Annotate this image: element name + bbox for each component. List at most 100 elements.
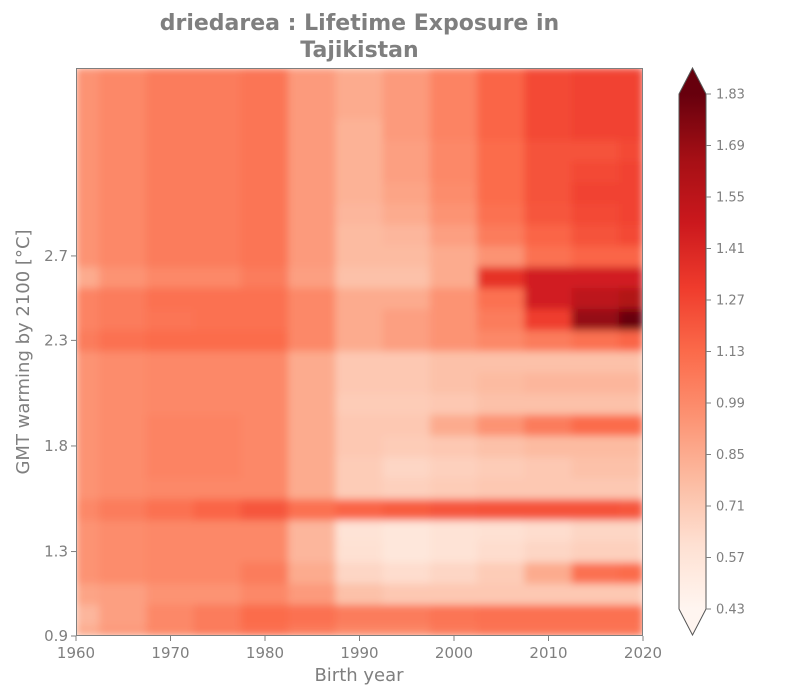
heatmap-cell: [382, 139, 431, 162]
heatmap-cell: [429, 498, 479, 521]
heatmap-cell: [524, 223, 573, 246]
heatmap-cell: [382, 434, 431, 458]
heatmap-cell: [477, 456, 526, 479]
heatmap-cell: [382, 413, 431, 436]
heatmap-cell: [335, 97, 384, 120]
heatmap-cell: [193, 603, 242, 626]
heatmap-cell: [382, 498, 431, 521]
heatmap-cell: [382, 223, 431, 246]
heatmap-cell: [240, 498, 290, 521]
heatmap-cell: [240, 287, 290, 310]
heatmap-cell: [429, 97, 479, 120]
heatmap-cell: [429, 350, 479, 373]
heatmap-cell: [382, 308, 431, 331]
heatmap-cell: [288, 308, 337, 331]
heatmap-cell: [477, 118, 526, 141]
heatmap-cell: [618, 308, 643, 331]
heatmap-cell: [382, 97, 431, 120]
heatmap-cell: [571, 519, 620, 542]
heatmap-cell: [335, 68, 384, 99]
colorbar-tick-label: 1.41: [716, 242, 745, 257]
heatmap-cell: [240, 477, 290, 500]
heatmap-cell: [76, 413, 101, 436]
heatmap-cell: [524, 308, 573, 331]
y-axis: 0.9 1.3 1.8 2.3 2.7: [44, 247, 76, 645]
heatmap-cell: [571, 350, 620, 373]
heatmap-cell: [382, 68, 431, 99]
heatmap-cell: [193, 139, 242, 162]
heatmap-cell: [618, 223, 643, 246]
heatmap-cell: [335, 519, 384, 542]
heatmap-cell: [477, 68, 526, 99]
colorbar-tick-label: 0.71: [716, 500, 745, 515]
heatmap-cell: [288, 68, 337, 99]
heatmap-cell: [146, 519, 195, 542]
heatmap-cell: [193, 68, 242, 99]
heatmap-cell: [429, 308, 479, 331]
heatmap-cell: [477, 329, 526, 352]
colorbar-extend-min: [679, 609, 706, 635]
heatmap-cell: [76, 434, 101, 458]
heatmap-cell: [146, 287, 195, 310]
heatmap-cell: [524, 540, 573, 563]
x-tick-label: 1990: [340, 644, 378, 662]
heatmap-cell: [193, 540, 242, 563]
heatmap-cell: [382, 371, 431, 394]
heatmap-cell: [288, 371, 337, 394]
heatmap-cell: [193, 202, 242, 225]
heatmap-cell: [240, 181, 290, 204]
colorbar: 0.43 0.57 0.71 0.85 0.99 1.13 1.27 1.41 1.55 1.69…: [678, 66, 745, 637]
heatmap-cell: [382, 456, 431, 479]
heatmap-cell: [193, 160, 242, 183]
heatmap-cell: [288, 561, 337, 584]
heatmap-cell: [477, 477, 526, 500]
colorbar-tick-label: 0.85: [716, 448, 745, 463]
heatmap-cell: [524, 582, 573, 605]
heatmap-cell: [99, 244, 148, 267]
heatmap-cell: [477, 371, 526, 394]
heatmap-cell: [571, 118, 620, 141]
heatmap-cell: [618, 350, 643, 373]
heatmap-cell: [429, 519, 479, 542]
heatmap-cell: [618, 139, 643, 162]
heatmap-cell: [477, 540, 526, 563]
heatmap-cell: [76, 624, 101, 636]
heatmap-cell: [288, 519, 337, 542]
heatmap-cell: [288, 540, 337, 563]
heatmap-cell: [571, 603, 620, 626]
x-tick-label: 2000: [435, 644, 473, 662]
heatmap-cell: [193, 498, 242, 521]
heatmap-cell: [429, 181, 479, 204]
heatmap-cell: [99, 603, 148, 626]
heatmap-cell: [618, 371, 643, 394]
heatmap-cell: [146, 392, 195, 415]
heatmap-cell: [571, 223, 620, 246]
heatmap-cell: [335, 139, 384, 162]
heatmap-cell: [146, 477, 195, 500]
heatmap-cell: [571, 456, 620, 479]
heatmap-cell: [524, 244, 573, 267]
heatmap-cell: [571, 329, 620, 352]
heatmap-cell: [429, 329, 479, 352]
heatmap-cell: [524, 413, 573, 436]
heatmap-cell: [524, 519, 573, 542]
heatmap-cell: [382, 265, 431, 289]
heatmap-cell: [193, 244, 242, 267]
heatmap-cell: [288, 139, 337, 162]
colorbar-tick-label: 1.55: [716, 191, 745, 206]
heatmap-cell: [193, 392, 242, 415]
heatmap-cell: [618, 97, 643, 120]
heatmap-cell: [618, 287, 643, 310]
heatmap-cell: [382, 118, 431, 141]
heatmap-cell: [146, 181, 195, 204]
heatmap-cell: [146, 561, 195, 584]
heatmap-cell: [335, 244, 384, 267]
heatmap-cell: [382, 603, 431, 626]
heatmap-cell: [571, 160, 620, 183]
heatmap-cell: [429, 371, 479, 394]
heatmap-cell: [99, 118, 148, 141]
heatmap-cell: [99, 265, 148, 289]
heatmap-cell: [571, 561, 620, 584]
heatmap-cell: [382, 477, 431, 500]
heatmap-cell: [240, 456, 290, 479]
